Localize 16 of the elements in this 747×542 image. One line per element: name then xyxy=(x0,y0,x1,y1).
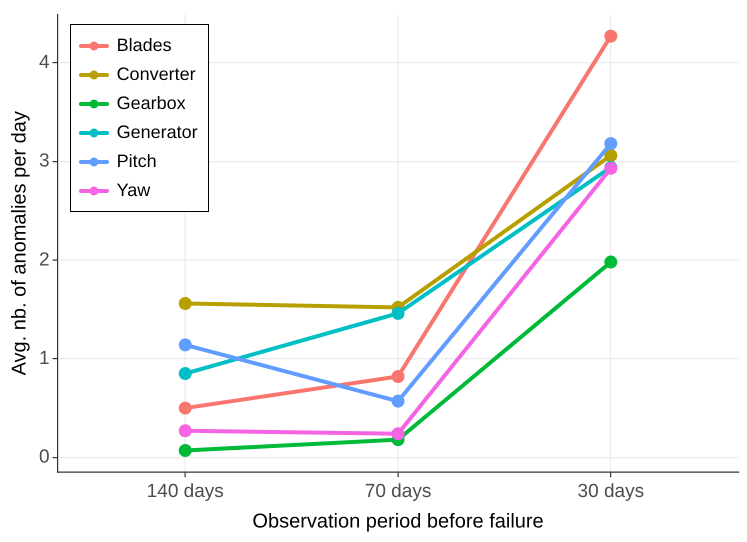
legend-label: Generator xyxy=(116,122,198,144)
legend-label: Pitch xyxy=(116,151,157,172)
x-tick-label: 30 days xyxy=(578,480,644,502)
y-axis-title: Avg. nb. of anomalies per day xyxy=(8,111,31,376)
legend-label: Blades xyxy=(116,35,172,56)
x-tick-label: 140 days xyxy=(146,480,224,502)
y-tick-label: 0 xyxy=(38,446,50,468)
y-tick-label: 3 xyxy=(38,150,50,172)
legend-label: Converter xyxy=(116,64,196,86)
y-tick-label: 4 xyxy=(38,52,50,73)
y-tick-label: 2 xyxy=(38,249,50,270)
legend-label: Yaw xyxy=(116,180,150,202)
legend-label: Gearbox xyxy=(116,93,186,114)
x-tick-label: 70 days xyxy=(364,480,432,502)
y-tick-label: 1 xyxy=(38,348,50,369)
x-axis-title: Observation period before failure xyxy=(252,510,544,533)
